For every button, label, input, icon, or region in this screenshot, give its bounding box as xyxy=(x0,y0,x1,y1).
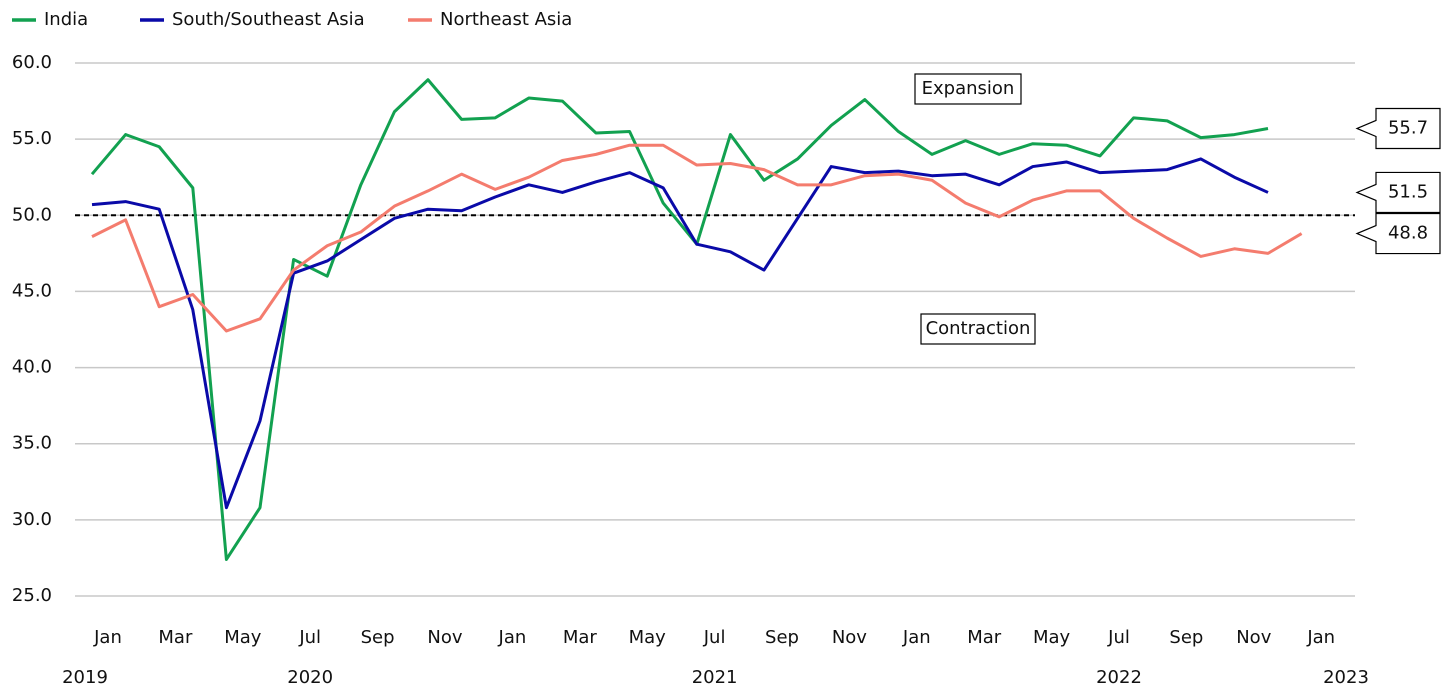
x-tick-label: Nov xyxy=(427,627,462,648)
y-tick-label: 35.0 xyxy=(12,433,52,454)
legend-label: South/Southeast Asia xyxy=(172,9,365,30)
x-tick-label: Jan xyxy=(902,627,931,648)
year-label: 2019 xyxy=(62,667,108,688)
x-tick-label: Jan xyxy=(1306,627,1335,648)
series-line xyxy=(91,143,1303,333)
legend-label: India xyxy=(44,9,88,30)
x-tick-label: Jan xyxy=(93,627,122,648)
end-label: 55.7 xyxy=(1388,117,1428,138)
x-tick-label: Sep xyxy=(361,627,395,648)
x-tick-label: Jul xyxy=(298,627,321,648)
annotation-box xyxy=(920,313,1036,345)
y-tick-label: 25.0 xyxy=(12,585,52,606)
x-tick-label: Nov xyxy=(832,627,867,648)
end-callout xyxy=(1355,171,1441,214)
y-tick-label: 45.0 xyxy=(12,280,52,301)
y-tick-label: 55.0 xyxy=(12,128,52,149)
end-callout xyxy=(1355,212,1441,255)
x-tick-label: Mar xyxy=(967,627,1002,648)
year-label: 2021 xyxy=(692,667,738,688)
end-callout xyxy=(1355,107,1441,150)
x-tick-label: Mar xyxy=(158,627,193,648)
x-tick-label: Mar xyxy=(563,627,598,648)
y-tick-label: 50.0 xyxy=(12,204,52,225)
legend-label: Northeast Asia xyxy=(440,9,572,30)
x-tick-label: Jan xyxy=(498,627,527,648)
y-tick-label: 60.0 xyxy=(12,52,52,73)
x-tick-label: May xyxy=(629,627,667,648)
end-label: 51.5 xyxy=(1388,181,1428,202)
year-label: 2023 xyxy=(1323,667,1369,688)
x-tick-label: Jul xyxy=(703,627,726,648)
annotation: Expansion xyxy=(922,78,1015,99)
y-tick-label: 30.0 xyxy=(12,509,52,530)
series-line xyxy=(90,78,1269,561)
annotation: Contraction xyxy=(926,318,1031,339)
year-label: 2022 xyxy=(1096,667,1142,688)
x-tick-label: Sep xyxy=(1169,627,1203,648)
x-tick-label: Sep xyxy=(765,627,799,648)
series-line xyxy=(91,157,1269,510)
y-tick-label: 40.0 xyxy=(12,357,52,378)
x-tick-label: Nov xyxy=(1236,627,1271,648)
year-label: 2020 xyxy=(287,667,333,688)
annotation-box xyxy=(914,73,1022,105)
end-label: 48.8 xyxy=(1388,223,1428,244)
x-tick-label: May xyxy=(224,627,262,648)
x-tick-label: Jul xyxy=(1107,627,1130,648)
x-tick-label: May xyxy=(1033,627,1071,648)
